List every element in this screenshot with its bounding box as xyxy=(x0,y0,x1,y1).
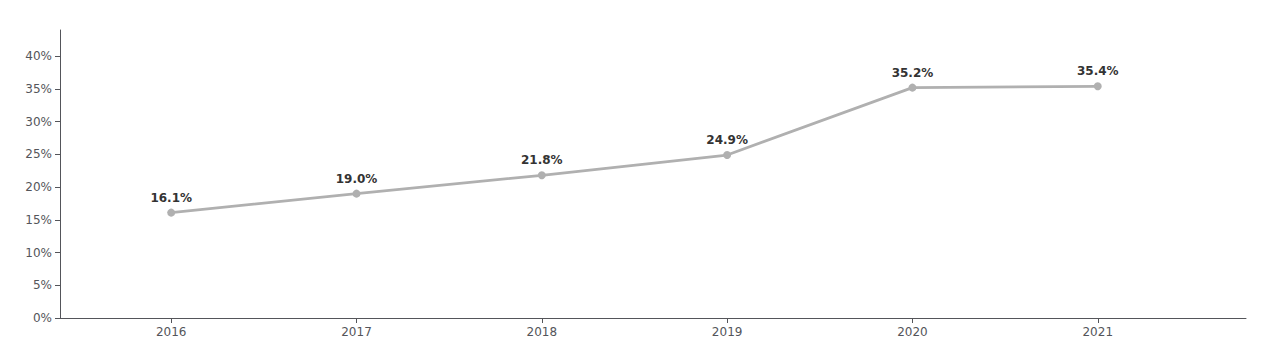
svg-text:2021: 2021 xyxy=(1082,325,1113,339)
svg-text:5%: 5% xyxy=(33,278,52,292)
svg-text:19.0%: 19.0% xyxy=(336,172,378,186)
svg-text:16.1%: 16.1% xyxy=(150,191,192,205)
svg-text:2017: 2017 xyxy=(341,325,372,339)
svg-text:21.8%: 21.8% xyxy=(521,153,563,167)
svg-text:24.9%: 24.9% xyxy=(706,133,748,147)
svg-text:10%: 10% xyxy=(25,246,52,260)
svg-text:35%: 35% xyxy=(25,82,52,96)
svg-text:15%: 15% xyxy=(25,213,52,227)
svg-text:35.2%: 35.2% xyxy=(892,66,934,80)
svg-text:20%: 20% xyxy=(25,180,52,194)
svg-text:2019: 2019 xyxy=(712,325,743,339)
svg-text:2016: 2016 xyxy=(156,325,187,339)
svg-text:2020: 2020 xyxy=(897,325,928,339)
svg-text:2018: 2018 xyxy=(527,325,558,339)
svg-text:40%: 40% xyxy=(25,49,52,63)
svg-text:30%: 30% xyxy=(25,115,52,129)
svg-text:35.4%: 35.4% xyxy=(1077,64,1119,78)
svg-text:25%: 25% xyxy=(25,147,52,161)
svg-text:0%: 0% xyxy=(33,311,52,325)
